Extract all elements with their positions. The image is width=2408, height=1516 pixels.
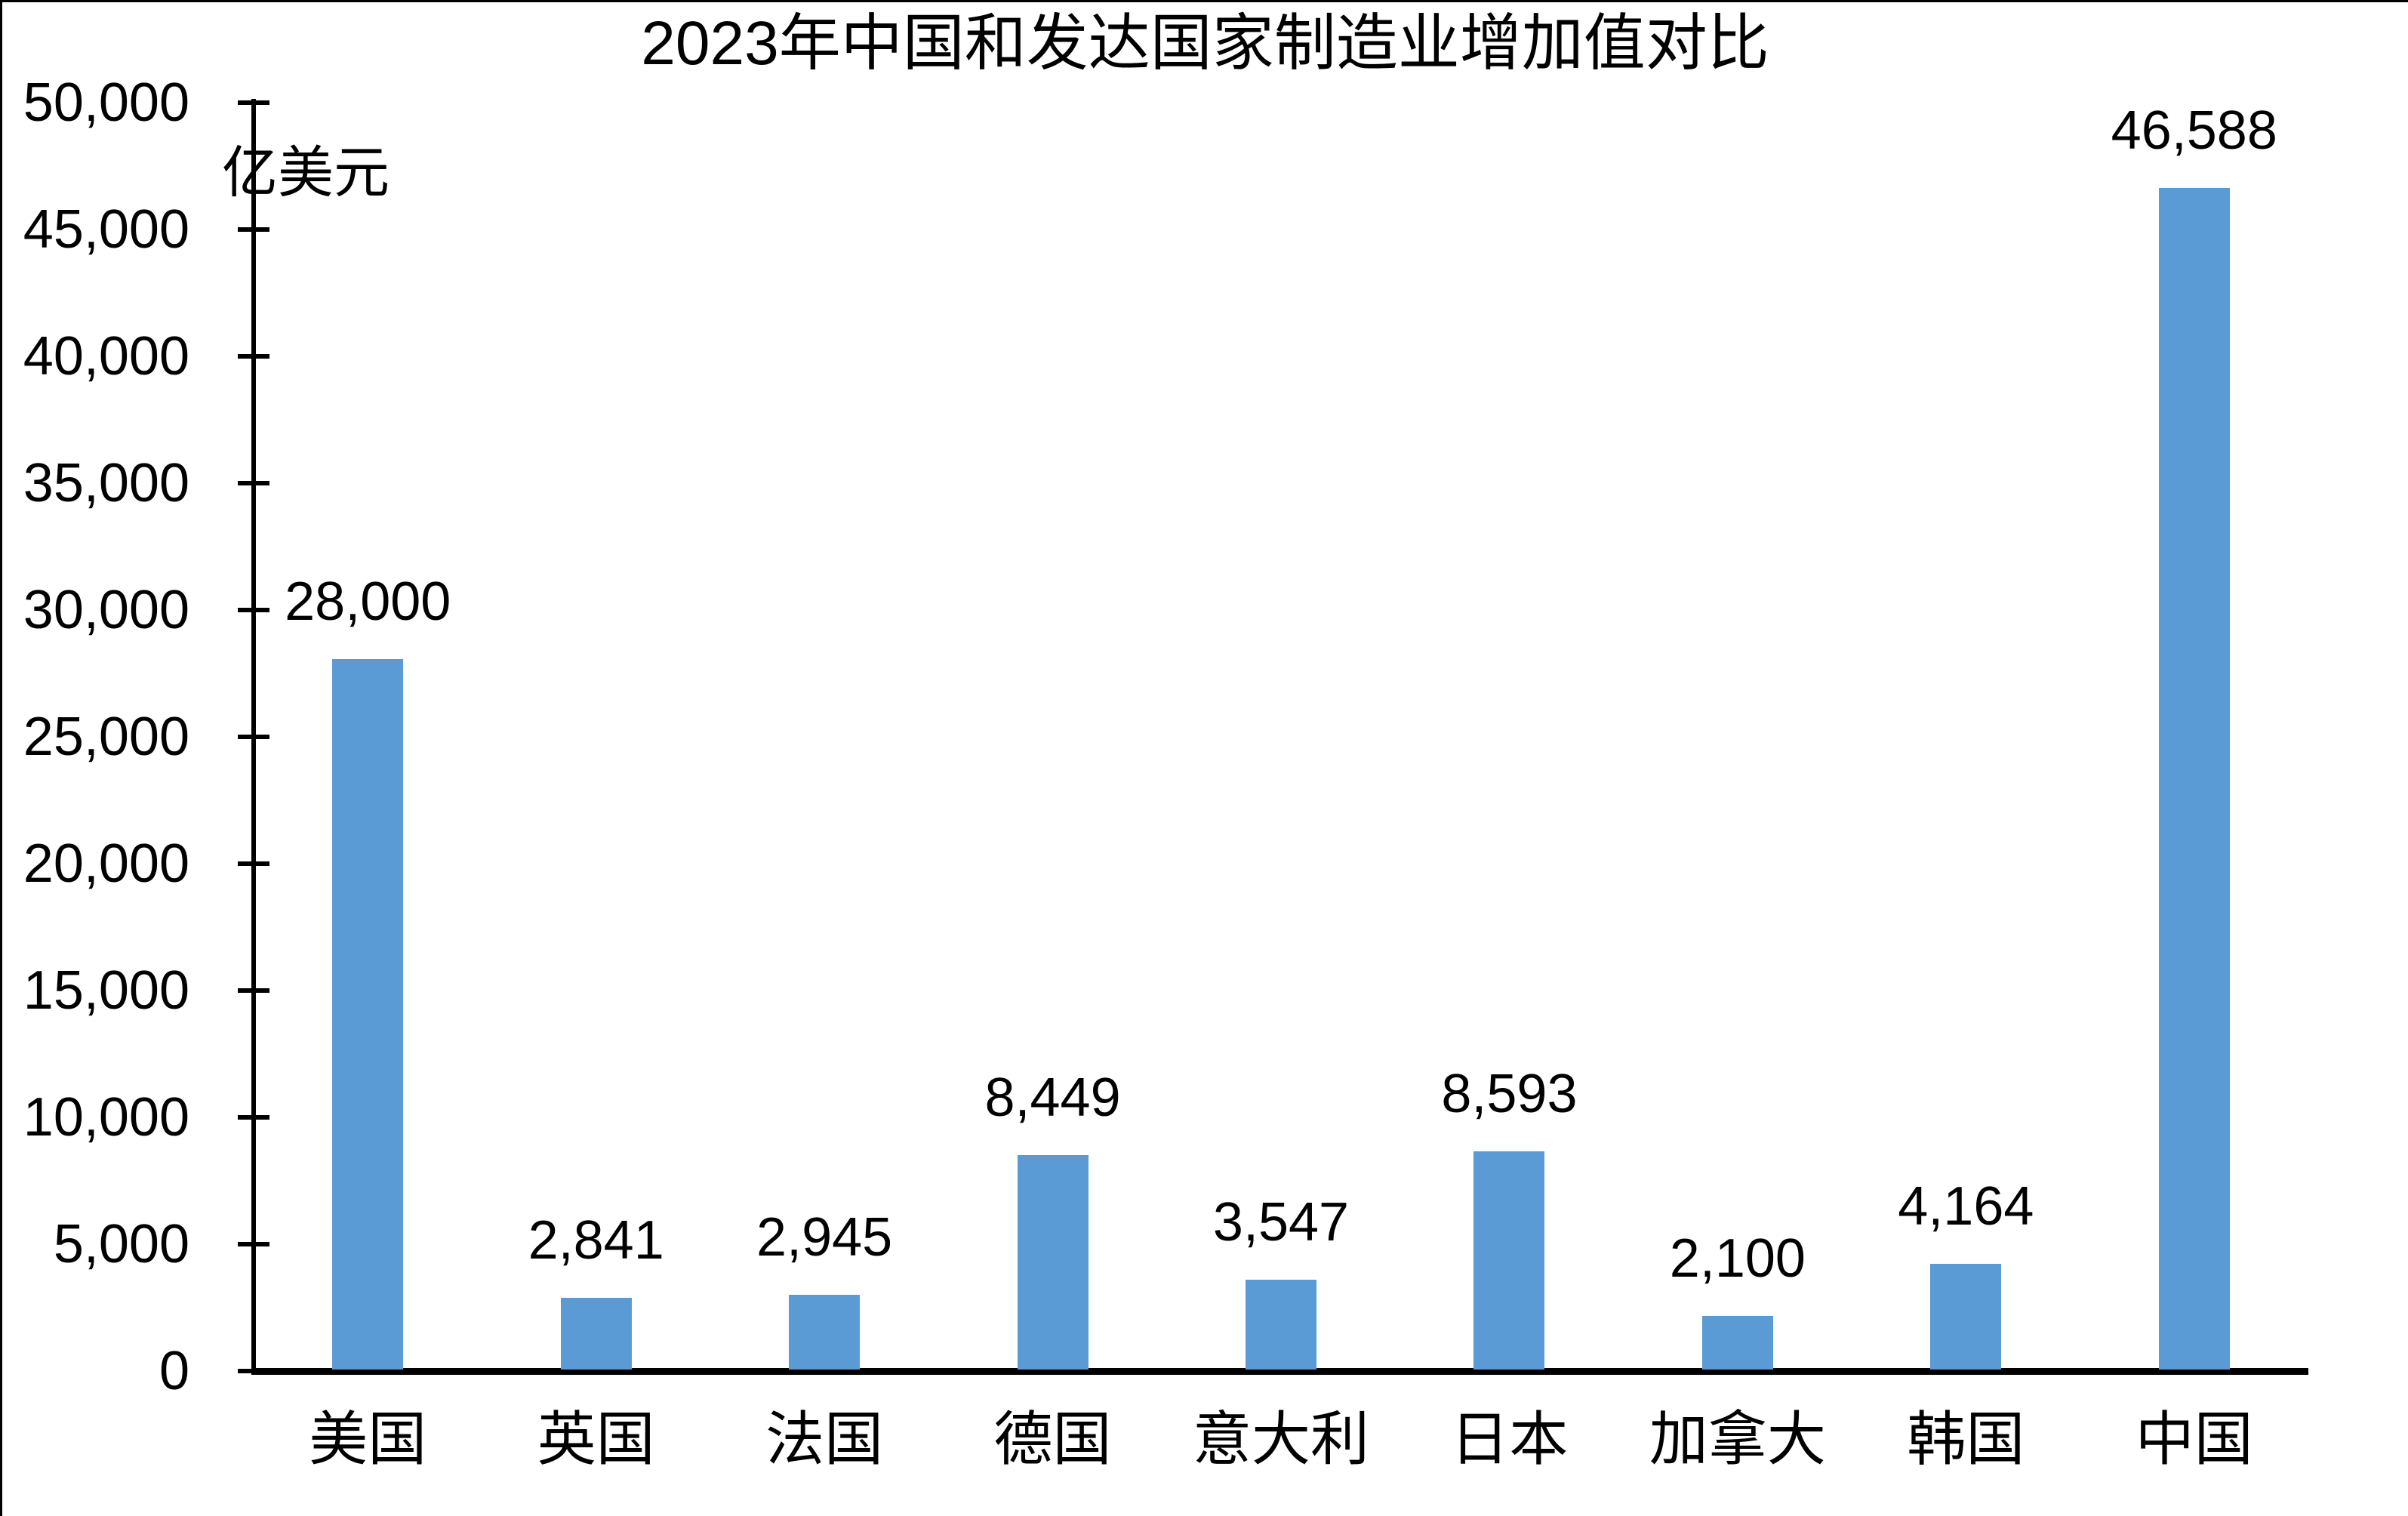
y-axis-tick [238, 1242, 269, 1246]
y-axis-tick-label: 40,000 [23, 326, 189, 387]
y-axis-tick-label: 30,000 [23, 580, 189, 640]
data-label: 28,000 [285, 572, 451, 633]
y-axis-tick-label: 5,000 [53, 1214, 189, 1274]
y-axis-tick-label: 10,000 [23, 1087, 189, 1148]
data-label: 4,164 [1898, 1176, 2034, 1237]
y-axis-tick-label: 25,000 [23, 707, 189, 767]
bar-5 [1246, 1279, 1316, 1370]
y-axis-tick [238, 735, 269, 739]
bar-2 [560, 1297, 632, 1370]
bar-7 [1701, 1316, 1773, 1370]
y-axis-tick [238, 1115, 269, 1120]
y-axis-tick-label: 20,000 [23, 833, 189, 894]
data-label: 3,547 [1212, 1191, 1350, 1253]
data-label: 8,593 [1441, 1064, 1578, 1125]
y-axis-tick-label: 45,000 [23, 199, 189, 260]
bar-4 [1017, 1155, 1089, 1370]
y-axis-tick [238, 1369, 269, 1373]
x-axis-line [251, 1368, 2308, 1375]
category-label: 意大利 [1192, 1406, 1369, 1472]
y-axis-tick [238, 988, 269, 993]
category-label: 中国 [2135, 1406, 2253, 1472]
y-axis-tick [238, 354, 269, 359]
category-label: 韩国 [1907, 1406, 2025, 1472]
data-label: 2,945 [756, 1207, 893, 1268]
data-label: 2,841 [528, 1209, 664, 1271]
bar-8 [1930, 1264, 2002, 1370]
bar-6 [1473, 1151, 1545, 1370]
category-label: 美国 [309, 1406, 427, 1472]
y-axis-tick-label: 50,000 [23, 72, 189, 133]
y-axis-unit-label: 亿美元 [222, 141, 390, 204]
y-axis-tick [238, 100, 269, 105]
y-axis-tick [238, 861, 269, 866]
category-label: 日本 [1450, 1406, 1569, 1472]
data-label: 8,449 [984, 1068, 1121, 1129]
data-label: 2,100 [1669, 1228, 1806, 1290]
bar-1 [332, 659, 404, 1370]
category-label: 加拿大 [1649, 1406, 1826, 1472]
chart-title: 2023年中国和发达国家制造业增加值对比 [641, 9, 1769, 78]
category-label: 法国 [765, 1406, 884, 1472]
y-axis-tick-label: 0 [159, 1341, 189, 1401]
y-axis-tick [238, 608, 269, 612]
y-axis-tick-label: 35,000 [23, 453, 189, 513]
bar-9 [2158, 187, 2230, 1370]
category-label: 德国 [993, 1406, 1112, 1472]
category-label: 英国 [537, 1406, 655, 1472]
bar-3 [789, 1295, 861, 1370]
y-axis-tick [238, 227, 269, 232]
y-axis-tick [238, 481, 269, 485]
data-label: 46,588 [2111, 100, 2277, 161]
y-axis-tick-label: 15,000 [23, 960, 189, 1021]
